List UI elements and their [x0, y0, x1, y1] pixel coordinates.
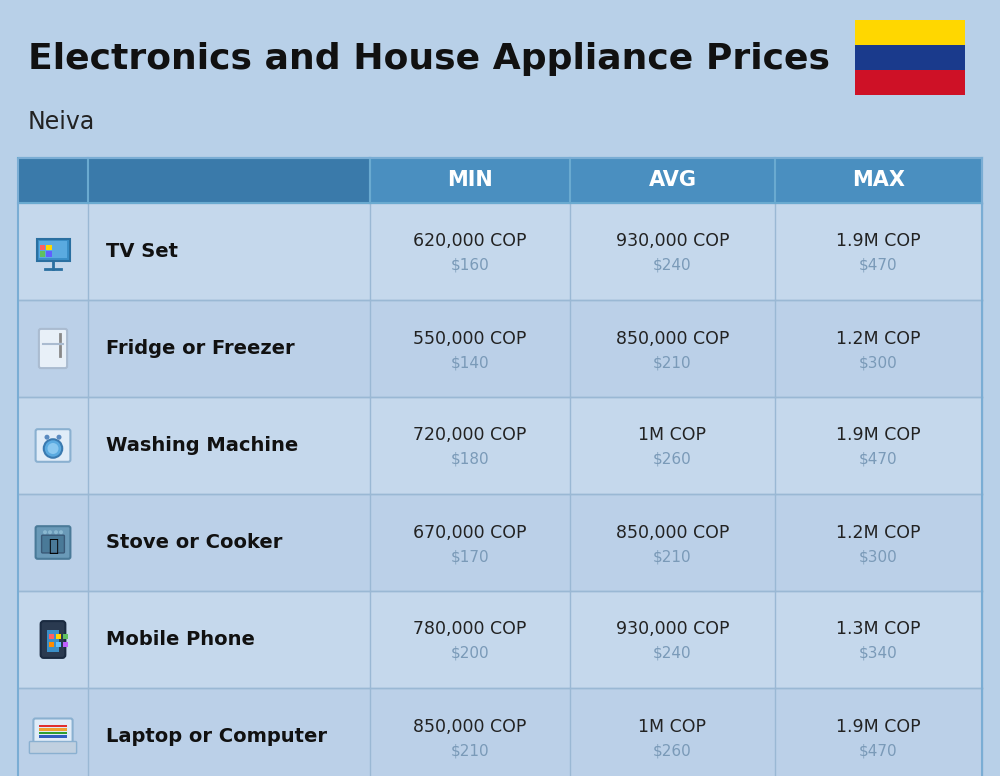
Text: Laptop or Computer: Laptop or Computer: [106, 727, 327, 746]
Text: $340: $340: [859, 646, 898, 661]
Bar: [56, 642, 61, 647]
Text: 1.9M COP: 1.9M COP: [836, 718, 921, 736]
Text: $300: $300: [859, 549, 898, 564]
Text: 🔥: 🔥: [48, 536, 58, 555]
FancyBboxPatch shape: [36, 526, 70, 559]
Bar: [63, 634, 68, 639]
Bar: [18, 494, 982, 591]
FancyBboxPatch shape: [33, 719, 73, 744]
Bar: [39, 732, 67, 734]
Text: 850,000 COP: 850,000 COP: [413, 718, 527, 736]
Text: MAX: MAX: [852, 171, 905, 190]
Bar: [18, 158, 370, 203]
FancyBboxPatch shape: [29, 742, 77, 753]
Text: 850,000 COP: 850,000 COP: [616, 330, 729, 348]
Text: 930,000 COP: 930,000 COP: [616, 233, 729, 251]
FancyBboxPatch shape: [42, 535, 64, 553]
Bar: [18, 397, 982, 494]
Text: $180: $180: [451, 452, 489, 467]
Text: MIN: MIN: [447, 171, 493, 190]
Text: 620,000 COP: 620,000 COP: [413, 233, 527, 251]
Text: Fridge or Freezer: Fridge or Freezer: [106, 339, 295, 358]
Circle shape: [59, 530, 63, 534]
Text: Stove or Cooker: Stove or Cooker: [106, 533, 282, 552]
Text: Washing Machine: Washing Machine: [106, 436, 298, 455]
Bar: [18, 158, 982, 776]
Text: $210: $210: [451, 743, 489, 758]
Bar: [46, 245, 52, 251]
Bar: [49, 634, 54, 639]
Circle shape: [44, 439, 62, 458]
Text: 1.9M COP: 1.9M COP: [836, 233, 921, 251]
Text: 670,000 COP: 670,000 COP: [413, 524, 527, 542]
Bar: [18, 203, 982, 300]
Circle shape: [48, 530, 52, 534]
Bar: [855, 70, 965, 95]
Bar: [18, 300, 982, 397]
Bar: [39, 725, 67, 727]
Text: $260: $260: [653, 743, 692, 758]
FancyBboxPatch shape: [41, 621, 65, 658]
Text: $470: $470: [859, 452, 898, 467]
Text: 850,000 COP: 850,000 COP: [616, 524, 729, 542]
Circle shape: [54, 530, 58, 534]
Text: AVG: AVG: [648, 171, 696, 190]
Text: $470: $470: [859, 743, 898, 758]
Bar: [40, 245, 45, 251]
FancyBboxPatch shape: [47, 630, 59, 653]
Bar: [775, 158, 982, 203]
Text: 1.3M COP: 1.3M COP: [836, 621, 921, 639]
Bar: [855, 45, 965, 70]
Text: $260: $260: [653, 452, 692, 467]
Text: $210: $210: [653, 355, 692, 370]
Text: $240: $240: [653, 646, 692, 661]
Text: Neiva: Neiva: [28, 110, 95, 134]
Text: TV Set: TV Set: [106, 242, 178, 261]
Bar: [40, 251, 45, 257]
Bar: [570, 158, 775, 203]
FancyBboxPatch shape: [36, 429, 70, 462]
Bar: [49, 642, 54, 647]
Circle shape: [43, 530, 47, 534]
Circle shape: [48, 443, 58, 454]
FancyBboxPatch shape: [39, 241, 67, 258]
Text: Electronics and House Appliance Prices: Electronics and House Appliance Prices: [28, 42, 830, 76]
Text: 1.9M COP: 1.9M COP: [836, 427, 921, 445]
Bar: [56, 634, 61, 639]
Text: 1.2M COP: 1.2M COP: [836, 524, 921, 542]
FancyBboxPatch shape: [39, 329, 67, 368]
Bar: [370, 158, 570, 203]
Text: $240: $240: [653, 258, 692, 273]
Text: $160: $160: [451, 258, 489, 273]
Bar: [63, 642, 68, 647]
Text: $210: $210: [653, 549, 692, 564]
Bar: [39, 728, 67, 730]
Circle shape: [56, 435, 62, 440]
Text: 550,000 COP: 550,000 COP: [413, 330, 527, 348]
Bar: [18, 591, 982, 688]
Bar: [36, 238, 70, 261]
Text: $200: $200: [451, 646, 489, 661]
Text: 1.2M COP: 1.2M COP: [836, 330, 921, 348]
Text: $300: $300: [859, 355, 898, 370]
Bar: [855, 20, 965, 45]
Text: 930,000 COP: 930,000 COP: [616, 621, 729, 639]
Bar: [46, 251, 52, 257]
Circle shape: [44, 435, 50, 440]
Text: 720,000 COP: 720,000 COP: [413, 427, 527, 445]
Text: $140: $140: [451, 355, 489, 370]
Text: $170: $170: [451, 549, 489, 564]
Text: 1M COP: 1M COP: [639, 427, 706, 445]
Bar: [18, 688, 982, 776]
Text: 1M COP: 1M COP: [639, 718, 706, 736]
Text: $470: $470: [859, 258, 898, 273]
Text: 780,000 COP: 780,000 COP: [413, 621, 527, 639]
Text: Mobile Phone: Mobile Phone: [106, 630, 255, 649]
Bar: [39, 735, 67, 737]
